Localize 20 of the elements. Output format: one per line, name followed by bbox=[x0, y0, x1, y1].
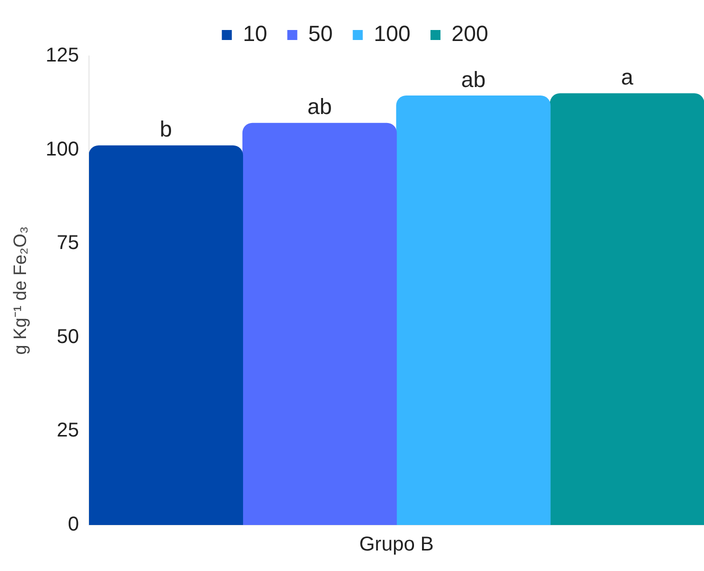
y-tick-label: 75 bbox=[56, 232, 79, 254]
y-tick-label: 50 bbox=[56, 326, 79, 348]
bar bbox=[88, 145, 244, 525]
y-tick-label: 125 bbox=[46, 44, 79, 67]
legend-label: 100 bbox=[374, 21, 410, 46]
data-label: ab bbox=[307, 94, 332, 120]
legend-label: 10 bbox=[242, 21, 268, 46]
data-label: a bbox=[620, 64, 634, 90]
bar bbox=[550, 93, 704, 525]
data-label: b bbox=[160, 116, 172, 142]
y-tick-label: 100 bbox=[46, 138, 79, 160]
legend-label: 200 bbox=[451, 21, 488, 46]
x-tick-label: Grupo B bbox=[359, 534, 434, 556]
y-tick-label: 25 bbox=[56, 420, 79, 442]
data-label: ab bbox=[461, 66, 486, 92]
y-tick-label: 0 bbox=[68, 514, 79, 536]
y-axis-title: g Kg⁻¹ de Fe₂O₃ bbox=[10, 226, 30, 355]
bar bbox=[242, 122, 397, 525]
bar bbox=[396, 95, 551, 525]
legend-label: 50 bbox=[308, 21, 333, 46]
